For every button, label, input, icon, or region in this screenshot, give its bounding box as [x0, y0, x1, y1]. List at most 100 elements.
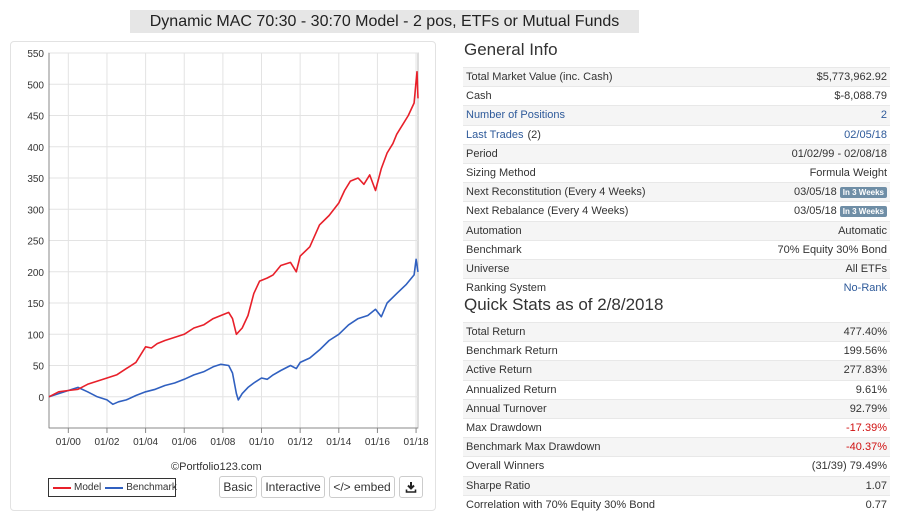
info-label-cell: Correlation with 70% Equity 30% Bond — [463, 494, 765, 514]
info-label: Cash — [466, 90, 492, 103]
info-label: Correlation with 70% Equity 30% Bond — [466, 498, 655, 511]
info-value-cell: 03/05/18 In 3 Weeks — [726, 182, 890, 202]
info-row: Ranking System No-Rank — [463, 278, 890, 298]
info-label: Next Reconstitution (Every 4 Weeks) — [466, 186, 646, 199]
general-info-title: General Info — [464, 40, 558, 59]
info-value-cell: 02/05/18 — [726, 124, 890, 145]
chart-legend[interactable]: Model Benchmark — [48, 478, 177, 497]
info-row: Automation Automatic — [463, 220, 890, 241]
info-value: $5,773,962.92 — [816, 71, 887, 84]
info-value-cell: 01/02/99 - 02/08/18 — [726, 143, 890, 164]
info-row: Sharpe Ratio 1.07 — [463, 475, 890, 496]
info-value-cell: -40.37% — [764, 437, 890, 457]
info-row: Cash $-8,088.79 — [463, 86, 890, 106]
info-label: Universe — [466, 262, 510, 275]
legend-item-model[interactable]: Model — [53, 479, 101, 496]
interactive-button[interactable]: Interactive — [261, 476, 325, 498]
info-label-cell: Total Return — [463, 321, 765, 342]
info-label-cell: Total Market Value (inc. Cash) — [463, 66, 727, 87]
y-tick-label: 300 — [27, 205, 44, 216]
info-value-cell: 1.07 — [764, 475, 890, 496]
info-row: Next Rebalance (Every 4 Weeks) 03/05/18 In… — [463, 201, 890, 221]
info-row: Last Trades (2) 02/05/18 — [463, 124, 890, 145]
y-tick-label: 200 — [27, 268, 44, 279]
quick-stats-table: Total Return 477.40% Benchmark Return 199.5… — [463, 321, 890, 514]
chart-panel: 0 50 100 150 200 250 300 350 400 450 500 550 01/00 01… — [10, 41, 436, 511]
info-value-cell: 2 — [726, 105, 890, 126]
info-value: 03/05/18 — [793, 205, 837, 218]
info-label-suffix: (2) — [527, 128, 541, 141]
info-label: Automation — [466, 224, 522, 237]
info-value-cell: 199.56% — [764, 341, 890, 361]
info-value-link[interactable]: 2 — [880, 109, 887, 122]
info-label: Period — [466, 147, 498, 160]
info-label-cell: Annual Turnover — [463, 398, 765, 419]
info-row: Benchmark 70% Equity 30% Bond — [463, 239, 890, 260]
basic-button[interactable]: Basic — [219, 476, 257, 498]
info-label: Annual Turnover — [466, 402, 547, 415]
info-value-cell: 9.61% — [764, 379, 890, 400]
info-label: Benchmark Return — [466, 345, 558, 358]
info-value-cell: 0.77 — [764, 494, 890, 514]
x-tick-label: 01/10 — [249, 437, 274, 448]
embed-button[interactable]: </> embed — [329, 476, 395, 498]
x-tick-label: 01/06 — [172, 437, 197, 448]
info-label: Active Return — [466, 364, 533, 377]
info-label-link[interactable]: Last Trades — [466, 128, 524, 141]
quick-stats-title: Quick Stats as of 2/8/2018 — [464, 295, 664, 314]
copyright-text: ©Portfolio123.com — [171, 461, 262, 473]
info-value: 1.07 — [865, 479, 887, 492]
info-label-cell: Last Trades (2) — [463, 124, 727, 145]
info-row: Correlation with 70% Equity 30% Bond 0.77 — [463, 494, 890, 514]
y-tick-label: 50 — [33, 362, 45, 373]
info-value-link[interactable]: No-Rank — [843, 282, 887, 295]
info-label-cell: Automation — [463, 220, 727, 241]
schedule-badge: In 3 Weeks — [839, 186, 887, 198]
info-label-cell: Ranking System — [463, 278, 727, 298]
general-info-table: Total Market Value (inc. Cash) $5,773,962… — [463, 66, 890, 298]
info-label-cell: Next Reconstitution (Every 4 Weeks) — [463, 182, 727, 202]
info-row: Overall Winners (31/39) 79.49% — [463, 456, 890, 476]
info-label: Total Return — [466, 326, 526, 339]
info-label-cell: Sizing Method — [463, 162, 727, 183]
info-value: 9.61% — [855, 383, 887, 396]
page-title: Dynamic MAC 70:30 - 30:70 Model - 2 pos,… — [130, 10, 639, 33]
legend-label-model: Model — [74, 482, 102, 493]
info-label-cell: Active Return — [463, 360, 765, 381]
y-tick-label: 100 — [27, 330, 44, 341]
info-label: Benchmark Max Drawdown — [466, 441, 601, 454]
info-row: Universe All ETFs — [463, 258, 890, 279]
download-icon — [405, 482, 417, 493]
info-value-cell: (31/39) 79.49% — [764, 456, 890, 476]
info-value-cell: 03/05/18 In 3 Weeks — [726, 201, 890, 221]
info-label-link[interactable]: Number of Positions — [466, 109, 566, 122]
info-label: Total Market Value (inc. Cash) — [466, 71, 613, 84]
info-label-cell: Period — [463, 143, 727, 164]
info-row: Active Return 277.83% — [463, 360, 890, 381]
info-row: Total Market Value (inc. Cash) $5,773,962… — [463, 66, 890, 87]
info-value: Formula Weight — [809, 167, 887, 180]
legend-item-benchmark[interactable]: Benchmark — [105, 479, 177, 496]
info-value: 70% Equity 30% Bond — [777, 243, 887, 256]
info-value: 199.56% — [843, 345, 887, 358]
info-value-link[interactable]: 02/05/18 — [844, 128, 887, 141]
info-value: -40.37% — [846, 441, 887, 454]
info-label-cell: Next Rebalance (Every 4 Weeks) — [463, 201, 727, 221]
x-tick-label: 01/04 — [133, 437, 158, 448]
legend-label-benchmark: Benchmark — [126, 482, 177, 493]
info-label-cell: Max Drawdown — [463, 417, 765, 438]
y-tick-label: 450 — [27, 112, 44, 123]
info-value-cell: 70% Equity 30% Bond — [726, 239, 890, 260]
legend-swatch-benchmark — [105, 486, 124, 489]
y-tick-label: 150 — [27, 299, 44, 310]
y-tick-label: 400 — [27, 143, 44, 154]
y-tick-label: 550 — [27, 49, 44, 60]
info-label-cell: Benchmark Return — [463, 341, 765, 361]
info-label: Max Drawdown — [466, 422, 542, 435]
download-button[interactable] — [399, 476, 423, 498]
info-label: Next Rebalance (Every 4 Weeks) — [466, 205, 629, 218]
x-tick-label: 01/00 — [56, 437, 81, 448]
schedule-badge: In 3 Weeks — [839, 206, 887, 217]
info-row: Period 01/02/99 - 02/08/18 — [463, 143, 890, 164]
info-label: Sharpe Ratio — [466, 479, 531, 492]
